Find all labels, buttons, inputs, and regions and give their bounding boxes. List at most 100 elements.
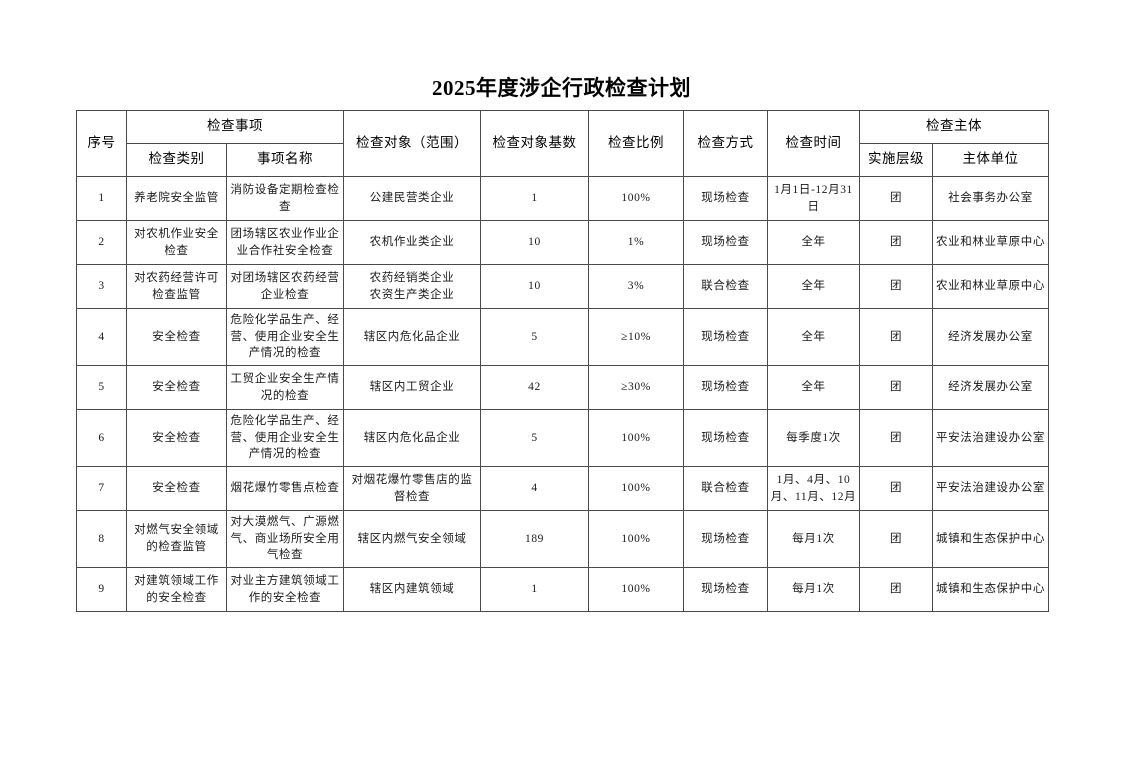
cell-base: 189 [480, 510, 589, 569]
cell-unit: 农业和林业草原中心 [932, 264, 1049, 309]
page-title: 2025年度涉企行政检查计划 [432, 76, 691, 100]
cell-ratio: 100% [588, 466, 684, 512]
cell-method: 现场检查 [683, 176, 768, 221]
cell-target: 农药经销类企业 农资生产类企业 [343, 264, 481, 309]
table-row: 4 安全检查 危险化学品生产、经营、使用企业安全生产情况的检查 辖区内危化品企业 5 ≥1… [76, 307, 1049, 367]
cell-category: 对建筑领域工作的安全检查 [126, 567, 227, 613]
cell-category: 安全检查 [126, 466, 227, 512]
cell-target: 辖区内建筑领域 [343, 567, 481, 613]
cell-ratio: 100% [588, 176, 684, 221]
cell-target: 对烟花爆竹零售店的监督检查 [343, 466, 481, 512]
cell-seq: 5 [76, 365, 127, 411]
cell-time: 1月1日-12月31日 [767, 176, 860, 221]
cell-item-name: 消防设备定期检查检查 [226, 176, 344, 221]
header-unit: 主体单位 [932, 143, 1049, 177]
cell-item-name: 烟花爆竹零售点检查 [226, 466, 344, 512]
cell-seq: 4 [76, 307, 127, 367]
cell-seq: 2 [76, 220, 127, 265]
header-category: 检查类别 [126, 143, 227, 177]
cell-level: 团 [859, 176, 933, 221]
inspection-plan-table: 序号 检查事项 检查对象（范围） 检查对象基数 检查比例 检查方式 检查时间 检… [76, 110, 1049, 613]
cell-seq: 7 [76, 466, 127, 512]
cell-base: 1 [480, 176, 589, 221]
cell-unit: 经济发展办公室 [932, 307, 1049, 367]
table-row: 2 对农机作业安全检查 团场辖区农业作业企业合作社安全检查 农机作业类企业 10 1% 现场… [76, 220, 1049, 265]
cell-time: 全年 [767, 220, 860, 265]
cell-target: 农机作业类企业 [343, 220, 481, 265]
table-row: 6 安全检查 危险化学品生产、经营、使用企业安全生产情况的检查 辖区内危化品企业 5 10… [76, 409, 1049, 468]
table-row: 3 对农药经营许可检查监管 对团场辖区农药经营企业检查 农药经销类企业 农资生产类企业 1… [76, 264, 1049, 309]
cell-category: 对燃气安全领域的检查监管 [126, 510, 227, 569]
cell-category: 养老院安全监管 [126, 176, 227, 221]
cell-time: 全年 [767, 365, 860, 411]
header-group-inspection-subject: 检查主体 [859, 110, 1049, 144]
table-row: 1 养老院安全监管 消防设备定期检查检查 公建民营类企业 1 100% 现场检查 1月1日-1… [76, 176, 1049, 221]
cell-unit: 社会事务办公室 [932, 176, 1049, 221]
cell-ratio: 100% [588, 510, 684, 569]
header-seq: 序号 [76, 110, 127, 177]
header-ratio: 检查比例 [588, 110, 684, 177]
cell-item-name: 团场辖区农业作业企业合作社安全检查 [226, 220, 344, 265]
header-level: 实施层级 [859, 143, 933, 177]
cell-method: 现场检查 [683, 409, 768, 468]
cell-level: 团 [859, 466, 933, 512]
cell-unit: 农业和林业草原中心 [932, 220, 1049, 265]
cell-ratio: 100% [588, 567, 684, 613]
cell-level: 团 [859, 220, 933, 265]
cell-target: 辖区内危化品企业 [343, 307, 481, 367]
cell-method: 现场检查 [683, 220, 768, 265]
cell-category: 安全检查 [126, 409, 227, 468]
cell-ratio: ≥10% [588, 307, 684, 367]
cell-unit: 平安法治建设办公室 [932, 466, 1049, 512]
cell-target: 辖区内工贸企业 [343, 365, 481, 411]
cell-base: 5 [480, 409, 589, 468]
cell-base: 4 [480, 466, 589, 512]
header-base: 检查对象基数 [480, 110, 589, 177]
cell-method: 现场检查 [683, 567, 768, 613]
cell-category: 安全检查 [126, 365, 227, 411]
cell-base: 42 [480, 365, 589, 411]
cell-item-name: 危险化学品生产、经营、使用企业安全生产情况的检查 [226, 409, 344, 468]
cell-method: 联合检查 [683, 466, 768, 512]
table-row: 5 安全检查 工贸企业安全生产情况的检查 辖区内工贸企业 42 ≥30% 现场检查 全年团经济… [76, 365, 1049, 411]
inspection-plan-table-wrapper: 序号 检查事项 检查对象（范围） 检查对象基数 检查比例 检查方式 检查时间 检… [76, 110, 1049, 613]
cell-level: 团 [859, 567, 933, 613]
cell-item-name: 工贸企业安全生产情况的检查 [226, 365, 344, 411]
table-row: 7 安全检查 烟花爆竹零售点检查 对烟花爆竹零售店的监督检查 4 100% 联合检查 1月、4… [76, 466, 1049, 512]
cell-time: 全年 [767, 307, 860, 367]
cell-level: 团 [859, 264, 933, 309]
cell-seq: 1 [76, 176, 127, 221]
cell-item-name: 危险化学品生产、经营、使用企业安全生产情况的检查 [226, 307, 344, 367]
header-item-name: 事项名称 [226, 143, 344, 177]
cell-ratio: 1% [588, 220, 684, 265]
cell-method: 现场检查 [683, 510, 768, 569]
cell-level: 团 [859, 409, 933, 468]
cell-method: 现场检查 [683, 365, 768, 411]
cell-time: 每季度1次 [767, 409, 860, 468]
table-header: 序号 检查事项 检查对象（范围） 检查对象基数 检查比例 检查方式 检查时间 检… [76, 110, 1049, 177]
cell-method: 现场检查 [683, 307, 768, 367]
cell-target: 辖区内危化品企业 [343, 409, 481, 468]
cell-item-name: 对业主方建筑领域工作的安全检查 [226, 567, 344, 613]
cell-base: 10 [480, 220, 589, 265]
header-row-top: 序号 检查事项 检查对象（范围） 检查对象基数 检查比例 检查方式 检查时间 检… [76, 110, 1049, 177]
header-target: 检查对象（范围） [343, 110, 481, 177]
cell-base: 5 [480, 307, 589, 367]
cell-level: 团 [859, 307, 933, 367]
header-method: 检查方式 [683, 110, 768, 177]
table-row: 9 对建筑领域工作的安全检查 对业主方建筑领域工作的安全检查 辖区内建筑领域 1 100%… [76, 567, 1049, 613]
table-body: 1 养老院安全监管 消防设备定期检查检查 公建民营类企业 1 100% 现场检查 1月1日-1… [76, 176, 1049, 613]
cell-ratio: 100% [588, 409, 684, 468]
cell-level: 团 [859, 365, 933, 411]
cell-item-name: 对大漠燃气、广源燃气、商业场所安全用气检查 [226, 510, 344, 569]
cell-method: 联合检查 [683, 264, 768, 309]
cell-time: 每月1次 [767, 567, 860, 613]
header-time: 检查时间 [767, 110, 860, 177]
cell-seq: 8 [76, 510, 127, 569]
cell-time: 每月1次 [767, 510, 860, 569]
cell-category: 安全检查 [126, 307, 227, 367]
cell-unit: 城镇和生态保护中心 [932, 567, 1049, 613]
cell-ratio: 3% [588, 264, 684, 309]
cell-base: 10 [480, 264, 589, 309]
cell-category: 对农药经营许可检查监管 [126, 264, 227, 309]
